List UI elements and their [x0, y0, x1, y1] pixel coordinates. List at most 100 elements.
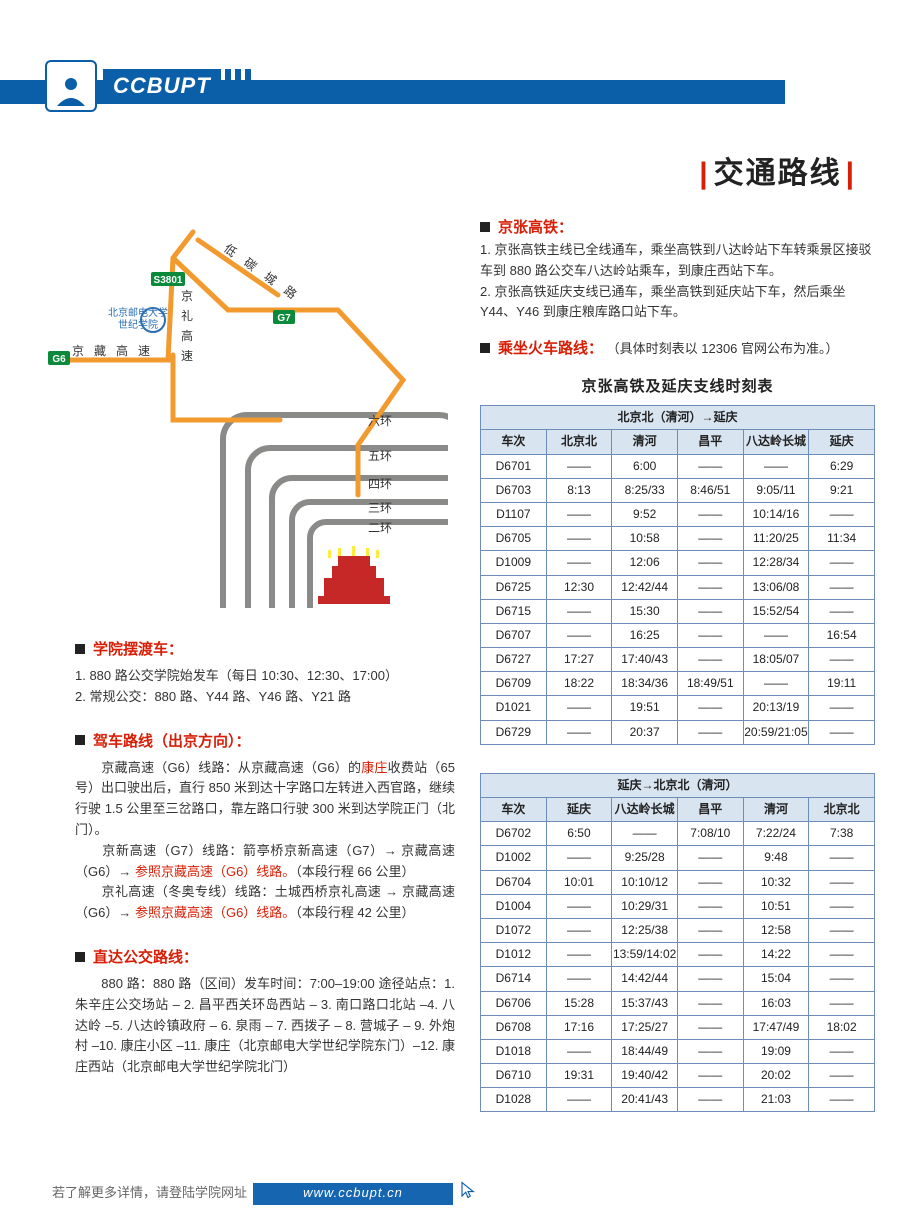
table-row: D1021——19:51——20:13/19—— — [481, 696, 875, 720]
svg-text:G7: G7 — [277, 313, 291, 324]
table-cell: 9:52 — [612, 502, 678, 526]
table-col-header: 八达岭长城 — [743, 430, 809, 454]
table-cell: —— — [677, 502, 743, 526]
table-cell: —— — [677, 870, 743, 894]
svg-text:五环: 五环 — [368, 449, 392, 463]
svg-text:速: 速 — [138, 344, 150, 358]
table-cell: 10:32 — [743, 870, 809, 894]
table-cell: 10:01 — [546, 870, 612, 894]
table-cell: D6707 — [481, 623, 547, 647]
shuttle-line-1: 1. 880 路公交学院始发车（每日 10:30、12:30、17:00） — [75, 666, 455, 687]
table-cell: —— — [809, 502, 875, 526]
table-cell: 8:25/33 — [612, 478, 678, 502]
table-cell: 16:25 — [612, 623, 678, 647]
table-row: D6715——15:30——15:52/54—— — [481, 599, 875, 623]
table-cell: 8:46/51 — [677, 478, 743, 502]
table-cell: D1009 — [481, 551, 547, 575]
table-cell: D1012 — [481, 943, 547, 967]
table-cell: 12:30 — [546, 575, 612, 599]
table-cell: D6702 — [481, 822, 547, 846]
svg-text:藏: 藏 — [94, 344, 106, 358]
bus-body: 880 路：880 路（区间）发车时间：7:00–19:00 途径站点：1. 朱… — [75, 974, 455, 1078]
table-cell: 15:28 — [546, 991, 612, 1015]
table-cell: 7:38 — [809, 822, 875, 846]
table-cell: —— — [677, 696, 743, 720]
table-cell: 20:02 — [743, 1064, 809, 1088]
footer-url-bar[interactable]: www.ccbupt.cn — [253, 1183, 453, 1205]
table-col-header: 延庆 — [809, 430, 875, 454]
table-cell: —— — [677, 991, 743, 1015]
train-note: （具体时刻表以 12306 官网公布为准。） — [607, 341, 839, 356]
table-cell: —— — [743, 672, 809, 696]
svg-text:四环: 四环 — [368, 477, 392, 491]
table-row: D1009——12:06——12:28/34—— — [481, 551, 875, 575]
svg-text:三环: 三环 — [368, 501, 392, 515]
table-cell: —— — [677, 1088, 743, 1112]
table-cell: —— — [546, 696, 612, 720]
svg-text:高: 高 — [116, 343, 128, 358]
table-cell: 20:13/19 — [743, 696, 809, 720]
table-cell: —— — [809, 575, 875, 599]
table-cell: —— — [809, 599, 875, 623]
table-cell: —— — [677, 454, 743, 478]
table-cell: D6706 — [481, 991, 547, 1015]
svg-text:礼: 礼 — [181, 308, 193, 323]
table-cell: 9:05/11 — [743, 478, 809, 502]
table-cell: —— — [546, 720, 612, 744]
table-cell: 10:29/31 — [612, 894, 678, 918]
table-cell: D1028 — [481, 1088, 547, 1112]
table-cell: 12:28/34 — [743, 551, 809, 575]
table-cell: —— — [809, 967, 875, 991]
svg-text:高: 高 — [181, 328, 193, 343]
table-cell: —— — [546, 918, 612, 942]
timetable-1: 北京北（清河）→延庆 车次北京北清河昌平八达岭长城延庆 D6701——6:00—… — [480, 405, 875, 745]
left-column: 学院摆渡车： 1. 880 路公交学院始发车（每日 10:30、12:30、17… — [75, 638, 455, 1100]
svg-text:六环: 六环 — [368, 414, 392, 428]
timetable-title: 京张高铁及延庆支线时刻表 — [480, 375, 875, 399]
table-cell: D1107 — [481, 502, 547, 526]
table-cell: —— — [677, 599, 743, 623]
table-cell: 18:49/51 — [677, 672, 743, 696]
table-cell: 7:22/24 — [743, 822, 809, 846]
svg-text:二环: 二环 — [368, 521, 392, 535]
svg-text:京: 京 — [181, 289, 193, 303]
table-row: D670918:2218:34/3618:49/51——19:11 — [481, 672, 875, 696]
table-cell: —— — [677, 1064, 743, 1088]
table-cell: D6708 — [481, 1015, 547, 1039]
table-cell: —— — [677, 894, 743, 918]
table-row: D671019:3119:40/42——20:02—— — [481, 1064, 875, 1088]
table-row: D670615:2815:37/43——16:03—— — [481, 991, 875, 1015]
table-cell: 17:16 — [546, 1015, 612, 1039]
table-cell: 18:02 — [809, 1015, 875, 1039]
table-cell: —— — [809, 991, 875, 1015]
table-cell: 21:03 — [743, 1088, 809, 1112]
drive-body: 京藏高速（G6）线路：从京藏高速（G6）的康庄收费站（65 号）出口驶出后，直行… — [75, 758, 455, 924]
footer-prefix: 若了解更多详情，请登陆学院网址 — [52, 1183, 247, 1204]
table-row: D1072——12:25/38——12:58—— — [481, 918, 875, 942]
table-cell: 14:42/44 — [612, 967, 678, 991]
table-cell: 17:47/49 — [743, 1015, 809, 1039]
table-cell: D6715 — [481, 599, 547, 623]
table-cell: 15:52/54 — [743, 599, 809, 623]
table-cell: —— — [546, 551, 612, 575]
table-row: D670817:1617:25/27——17:47/4918:02 — [481, 1015, 875, 1039]
table-cell: 6:50 — [546, 822, 612, 846]
table-cell: 10:58 — [612, 527, 678, 551]
table-cell: —— — [677, 720, 743, 744]
table-cell: —— — [809, 648, 875, 672]
route-map: S3801 G7 G6 低碳城路 京礼高速 京藏高速 六环 五环 四环 三环 二… — [48, 220, 448, 608]
table-col-header: 延庆 — [546, 798, 612, 822]
table-cell: —— — [677, 846, 743, 870]
table-cell: —— — [546, 846, 612, 870]
table-cell: 17:27 — [546, 648, 612, 672]
table-cell: D6701 — [481, 454, 547, 478]
table-cell: —— — [546, 894, 612, 918]
table-cell: 9:48 — [743, 846, 809, 870]
shuttle-section: 学院摆渡车： 1. 880 路公交学院始发车（每日 10:30、12:30、17… — [75, 638, 455, 708]
table-cell: D6709 — [481, 672, 547, 696]
t2-direction: 延庆→北京北（清河） — [481, 773, 875, 797]
table-cell: 18:22 — [546, 672, 612, 696]
table-cell: 20:59/21:05 — [743, 720, 809, 744]
table-cell: 7:08/10 — [677, 822, 743, 846]
table-cell: 19:51 — [612, 696, 678, 720]
